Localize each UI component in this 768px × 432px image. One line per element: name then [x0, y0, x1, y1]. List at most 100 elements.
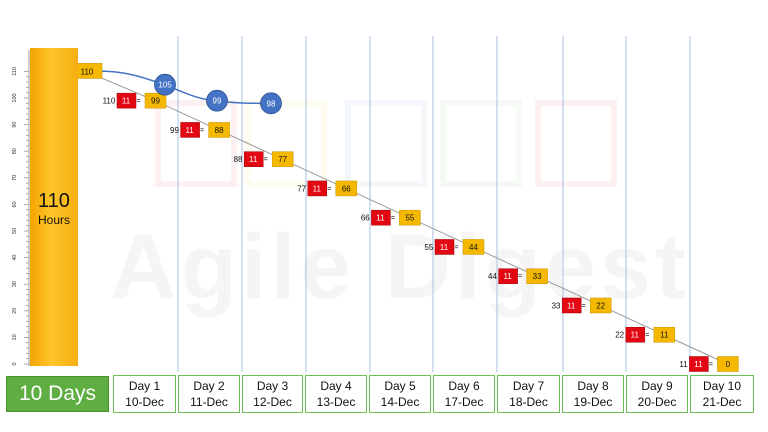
- day-axis-cell: Day 6 17-Dec: [433, 375, 495, 413]
- day-number-label: Day 3: [256, 379, 289, 393]
- previous-remaining-label: 11 –: [679, 360, 695, 369]
- remaining-hours-box: [462, 239, 485, 255]
- y-tick-label: 70: [12, 175, 18, 181]
- remaining-hours-label: 66: [342, 184, 351, 193]
- remaining-hours-box: [399, 209, 421, 226]
- remaining-hours-box: [653, 326, 676, 343]
- actual-progress-point: [206, 89, 228, 112]
- day-axis-cell: Day 9 20-Dec: [626, 375, 688, 413]
- daily-burn-box: [307, 180, 328, 197]
- actual-progress-point: [154, 73, 176, 96]
- daily-burn-label: 11: [376, 214, 385, 223]
- y-tick-label: 0: [12, 362, 18, 365]
- day-number-label: Day 1: [128, 379, 161, 393]
- daily-burn-box: [561, 297, 582, 314]
- y-tick-label: 110: [12, 67, 18, 76]
- watermark-logo-box: [440, 100, 522, 187]
- remaining-hours-label: 44: [469, 243, 478, 252]
- day-axis-cell: Day 2 11-Dec: [178, 375, 240, 413]
- day-date-label: 19-Dec: [573, 395, 613, 409]
- equals-sign: =: [391, 215, 395, 222]
- day-date-label: 11-Dec: [190, 395, 228, 409]
- equals-sign: =: [327, 186, 331, 193]
- previous-remaining-label: 55 –: [424, 243, 440, 252]
- day-date-label: 10-Dec: [125, 395, 164, 409]
- remaining-hours-box: [589, 297, 612, 314]
- daily-burn-label: 11: [122, 97, 131, 106]
- day-number-label: Day 5: [384, 379, 416, 393]
- y-tick-label: 10: [12, 334, 18, 340]
- remaining-hours-label: 88: [215, 126, 224, 135]
- day-number-label: Day 2: [193, 379, 225, 393]
- remaining-hours-box: [526, 268, 548, 284]
- actual-progress-label: 105: [158, 81, 172, 90]
- remaining-hours-box: [717, 356, 739, 372]
- previous-remaining-label: 88 –: [234, 155, 250, 164]
- previous-remaining-label: 110 –: [103, 97, 123, 106]
- daily-burn-box: [371, 209, 391, 226]
- daily-burn-label: 11: [567, 301, 576, 310]
- day-axis-cell: Day 7 18-Dec: [497, 375, 560, 413]
- daily-burn-box: [689, 356, 709, 372]
- previous-remaining-label: 44 –: [488, 272, 504, 281]
- daily-burn-box: [243, 151, 264, 167]
- y-tick-label: 30: [12, 281, 18, 287]
- total-hours-bar: [30, 48, 78, 366]
- day-number-label: Day 4: [320, 379, 352, 393]
- watermark-logo-box: [535, 100, 617, 187]
- equals-sign: =: [709, 362, 713, 369]
- watermark-logo-box: [345, 100, 427, 187]
- daily-burn-label: 11: [185, 126, 194, 135]
- day-number-label: Day 8: [577, 379, 609, 393]
- daily-burn-label: 11: [503, 272, 512, 281]
- day-axis-cell: Day 5 14-Dec: [369, 375, 431, 413]
- daily-burn-box: [180, 122, 200, 138]
- total-hours-unit: Hours: [37, 213, 70, 227]
- remaining-hours-box: [271, 151, 294, 167]
- total-hours-value: 110: [38, 190, 70, 212]
- equals-sign: =: [200, 127, 204, 134]
- day-date-label: 17-Dec: [444, 395, 484, 409]
- daily-burn-box: [116, 92, 137, 109]
- day-number-label: Day 7: [512, 379, 545, 393]
- remaining-hours-box: [335, 180, 358, 197]
- remaining-hours-label: 99: [151, 97, 160, 106]
- day-date-label: 13-Dec: [316, 395, 356, 409]
- day-number-label: Day 6: [448, 379, 480, 393]
- equals-sign: =: [518, 274, 522, 281]
- equals-sign: =: [454, 244, 458, 251]
- equals-sign: =: [264, 157, 268, 164]
- y-tick-label: 90: [12, 122, 18, 128]
- day-date-label: 12-Dec: [253, 395, 292, 409]
- day-date-label: 18-Dec: [509, 395, 548, 409]
- remaining-hours-box: [208, 122, 230, 138]
- daily-burn-label: 11: [440, 243, 449, 252]
- remaining-hours-box: [144, 92, 167, 109]
- previous-remaining-label: 22 –: [615, 331, 631, 340]
- day-number-label: Day 10: [702, 379, 742, 393]
- remaining-hours-label: 11: [660, 331, 669, 340]
- day-date-label: 21-Dec: [702, 395, 742, 409]
- day-axis-cell: Day 10 21-Dec: [690, 375, 754, 413]
- remaining-hours-label: 33: [533, 272, 542, 281]
- equals-sign: =: [582, 303, 586, 310]
- remaining-hours-label: 22: [596, 301, 605, 310]
- daily-burn-box: [498, 268, 518, 284]
- day-axis-cell: Day 3 12-Dec: [242, 375, 303, 413]
- y-tick-label: 40: [12, 255, 18, 261]
- actual-progress-line: [87, 70, 272, 105]
- day-axis-cell: Day 4 13-Dec: [305, 375, 367, 413]
- daily-burn-label: 11: [694, 360, 703, 369]
- start-remaining-label: 110: [81, 67, 94, 76]
- duration-label: 10 Days: [6, 376, 109, 412]
- equals-sign: =: [645, 332, 649, 339]
- daily-burn-label: 11: [631, 331, 640, 340]
- remaining-hours-label: 55: [405, 214, 414, 223]
- y-tick-label: 50: [12, 228, 18, 234]
- previous-remaining-label: 66 –: [361, 214, 377, 223]
- previous-remaining-label: 77 –: [297, 184, 313, 193]
- day-date-label: 14-Dec: [380, 395, 420, 409]
- daily-burn-box: [625, 326, 646, 343]
